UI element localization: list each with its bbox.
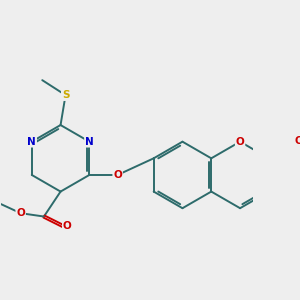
Text: O: O (294, 136, 300, 146)
Text: O: O (113, 170, 122, 180)
Text: O: O (63, 221, 72, 232)
Text: N: N (27, 137, 36, 147)
Text: O: O (236, 137, 244, 147)
Text: O: O (16, 208, 25, 218)
Text: N: N (85, 137, 94, 147)
Text: S: S (62, 90, 69, 100)
